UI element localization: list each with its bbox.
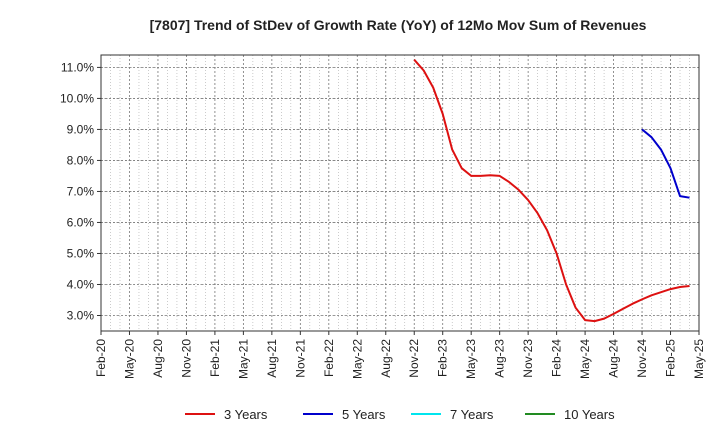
x-tick-label: Feb-24 (550, 339, 564, 377)
x-tick-label: Aug-23 (493, 339, 507, 378)
x-tick-label: Nov-24 (635, 339, 649, 378)
series-lines (413, 59, 690, 323)
x-tick-label: Feb-22 (322, 339, 336, 377)
y-tick-label: 9.0% (67, 122, 95, 136)
x-tick-label: May-24 (578, 339, 592, 379)
axes (97, 54, 700, 335)
series-line-5-years (641, 128, 690, 199)
y-tick-label: 10.0% (60, 91, 94, 105)
x-tick-label: May-22 (350, 339, 364, 379)
grid (101, 55, 699, 331)
y-tick-label: 6.0% (67, 215, 95, 229)
x-tick-label: Aug-24 (607, 339, 621, 378)
x-tick-label: May-20 (122, 339, 136, 379)
legend: 3 Years 5 Years 7 Years 10 Years (185, 407, 615, 422)
series-line-3-years (413, 59, 690, 323)
x-tick-label: May-25 (692, 339, 706, 379)
x-tick-label: Nov-23 (521, 339, 535, 378)
y-tick-label: 8.0% (67, 153, 95, 167)
x-tick-label: Aug-22 (379, 339, 393, 378)
legend-label: 10 Years (564, 407, 615, 422)
x-tick-label: Feb-21 (208, 339, 222, 377)
x-tick-label: Nov-21 (293, 339, 307, 378)
y-tick-label: 3.0% (67, 308, 95, 322)
x-tick-label: Feb-25 (664, 339, 678, 377)
x-tick-label: Nov-20 (179, 339, 193, 378)
y-tick-label: 11.0% (61, 60, 94, 74)
y-tick-label: 4.0% (67, 277, 95, 291)
legend-label: 7 Years (450, 407, 494, 422)
plot-frame (100, 54, 700, 332)
y-tick-labels: 3.0% 4.0% 5.0% 6.0% 7.0% 8.0% 9.0% 10.0% 11.0% (60, 60, 94, 322)
x-tick-label: Nov-22 (407, 339, 421, 378)
x-tick-label: May-21 (236, 339, 250, 379)
legend-label: 5 Years (342, 407, 386, 422)
plot-area (101, 55, 699, 331)
x-tick-label: Feb-20 (94, 339, 108, 377)
x-tick-label: Aug-20 (151, 339, 165, 378)
y-tick-label: 7.0% (67, 184, 95, 198)
legend-label: 3 Years (224, 407, 268, 422)
chart-title: [7807] Trend of StDev of Growth Rate (Yo… (150, 17, 647, 33)
x-tick-label: May-23 (464, 339, 478, 379)
x-tick-labels: Feb-20 May-20 Aug-20 Nov-20 Feb-21 May-21 Aug-… (94, 339, 706, 379)
x-tick-label: Aug-21 (265, 339, 279, 378)
y-tick-label: 5.0% (67, 246, 95, 260)
x-tick-label: Feb-23 (436, 339, 450, 377)
